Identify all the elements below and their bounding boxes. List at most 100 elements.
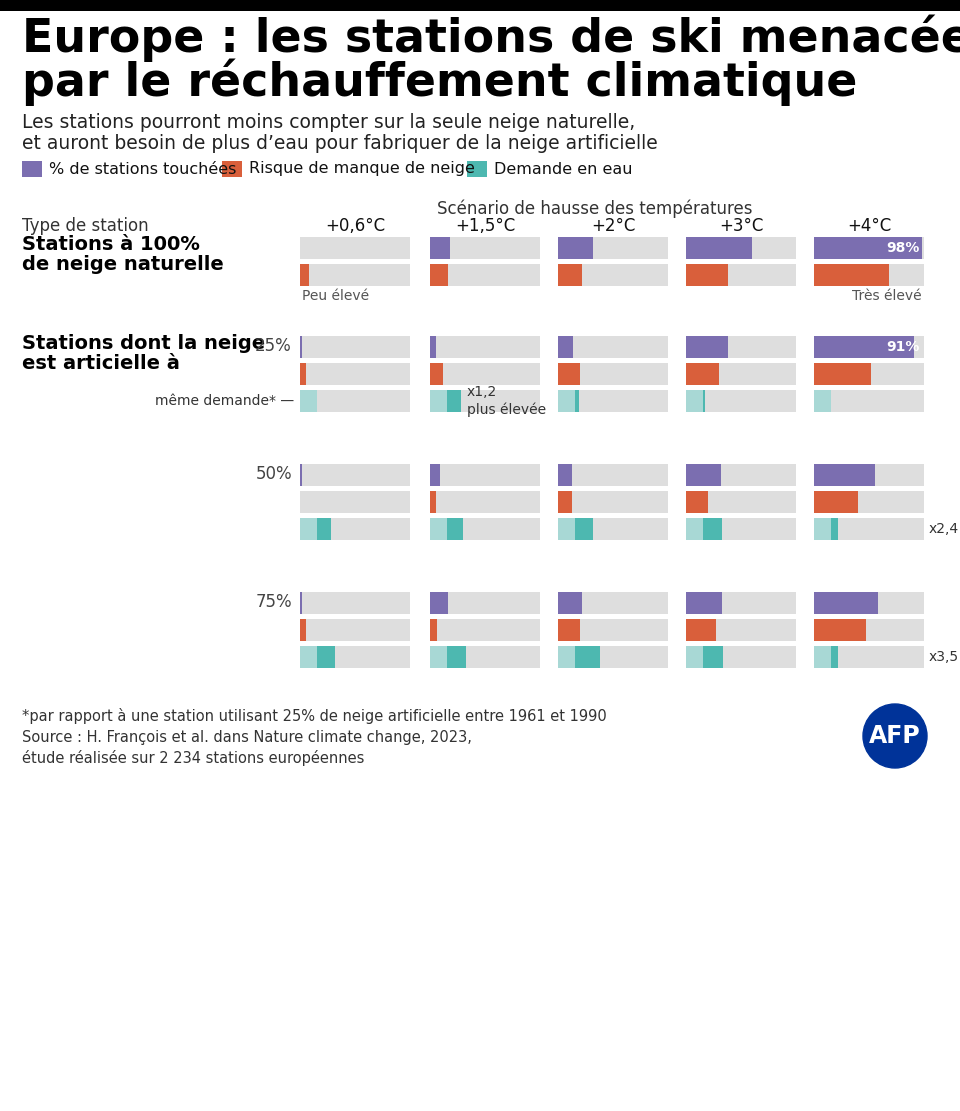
Bar bbox=[686, 518, 796, 540]
Bar bbox=[558, 363, 580, 386]
Bar bbox=[686, 619, 796, 641]
Bar bbox=[686, 619, 716, 641]
Bar bbox=[430, 237, 540, 259]
Bar bbox=[558, 336, 668, 358]
Text: x3,5: x3,5 bbox=[929, 650, 959, 664]
Bar bbox=[558, 264, 582, 286]
Text: Source : H. François et al. dans Nature climate change, 2023,: Source : H. François et al. dans Nature … bbox=[22, 730, 472, 745]
Bar bbox=[574, 390, 579, 412]
Bar bbox=[814, 464, 875, 486]
Bar bbox=[686, 645, 703, 668]
Bar bbox=[446, 518, 463, 540]
Bar bbox=[814, 592, 924, 614]
Bar bbox=[430, 645, 540, 668]
Bar bbox=[686, 363, 719, 386]
Bar bbox=[300, 464, 410, 486]
Bar bbox=[703, 645, 724, 668]
Bar bbox=[574, 645, 600, 668]
Text: est articielle à: est articielle à bbox=[22, 354, 180, 373]
Bar bbox=[300, 645, 317, 668]
Bar bbox=[814, 336, 914, 358]
Text: par le réchauffement climatique: par le réchauffement climatique bbox=[22, 59, 857, 107]
Bar bbox=[300, 592, 302, 614]
Bar bbox=[430, 518, 540, 540]
Bar bbox=[430, 237, 450, 259]
Bar bbox=[558, 491, 668, 513]
Bar bbox=[300, 518, 317, 540]
Bar bbox=[300, 363, 410, 386]
Bar bbox=[430, 619, 540, 641]
Bar bbox=[814, 464, 924, 486]
Text: même demande* —: même demande* — bbox=[155, 394, 294, 408]
Bar bbox=[686, 336, 796, 358]
Text: Risque de manque de neige: Risque de manque de neige bbox=[249, 161, 475, 177]
Text: Demande en eau: Demande en eau bbox=[494, 161, 633, 177]
Bar bbox=[686, 264, 796, 286]
Bar bbox=[686, 592, 722, 614]
Bar bbox=[686, 264, 728, 286]
Bar bbox=[430, 264, 540, 286]
Text: Type de station: Type de station bbox=[22, 217, 149, 236]
Bar bbox=[814, 592, 877, 614]
Bar bbox=[814, 363, 924, 386]
Text: étude réalisée sur 2 234 stations européennes: étude réalisée sur 2 234 stations europé… bbox=[22, 750, 365, 765]
Bar bbox=[558, 518, 574, 540]
Bar bbox=[430, 592, 540, 614]
Bar bbox=[300, 592, 410, 614]
Bar bbox=[467, 161, 487, 177]
Bar bbox=[430, 491, 436, 513]
Bar bbox=[814, 390, 924, 412]
Bar bbox=[558, 592, 668, 614]
Bar bbox=[22, 161, 42, 177]
Bar bbox=[300, 336, 410, 358]
Bar bbox=[814, 390, 830, 412]
Bar bbox=[430, 363, 540, 386]
Bar bbox=[703, 390, 705, 412]
Bar bbox=[558, 464, 668, 486]
Bar bbox=[430, 390, 540, 412]
Bar bbox=[814, 363, 872, 386]
Bar bbox=[430, 264, 447, 286]
Text: 91%: 91% bbox=[887, 340, 920, 354]
Bar bbox=[558, 390, 574, 412]
Bar bbox=[300, 491, 410, 513]
Bar bbox=[814, 237, 922, 259]
Bar bbox=[686, 491, 708, 513]
Bar bbox=[430, 390, 446, 412]
Text: Scénario de hausse des températures: Scénario de hausse des températures bbox=[437, 199, 753, 218]
Bar bbox=[814, 518, 830, 540]
Bar bbox=[430, 592, 447, 614]
Bar bbox=[446, 390, 461, 412]
Bar bbox=[430, 645, 446, 668]
Bar bbox=[222, 161, 242, 177]
Circle shape bbox=[863, 704, 927, 768]
Bar bbox=[558, 619, 668, 641]
Bar bbox=[814, 645, 830, 668]
Bar bbox=[814, 619, 924, 641]
Text: +1,5°C: +1,5°C bbox=[455, 217, 516, 236]
Bar bbox=[317, 518, 331, 540]
Text: Très élevé: Très élevé bbox=[852, 289, 922, 303]
Bar bbox=[830, 645, 838, 668]
Bar bbox=[430, 619, 437, 641]
Bar bbox=[300, 264, 410, 286]
Bar bbox=[558, 491, 572, 513]
Text: % de stations touchées: % de stations touchées bbox=[49, 161, 236, 177]
Bar bbox=[814, 491, 858, 513]
Bar bbox=[430, 464, 540, 486]
Text: 98%: 98% bbox=[887, 241, 920, 256]
Text: 75%: 75% bbox=[255, 593, 292, 611]
Bar bbox=[814, 237, 924, 259]
Text: +2°C: +2°C bbox=[590, 217, 636, 236]
Text: Peu élevé: Peu élevé bbox=[302, 289, 370, 303]
Bar bbox=[686, 592, 796, 614]
Bar bbox=[814, 491, 924, 513]
Text: Stations à 100%: Stations à 100% bbox=[22, 236, 200, 254]
Bar bbox=[558, 592, 582, 614]
Bar bbox=[0, 0, 960, 11]
Bar bbox=[300, 619, 410, 641]
Bar bbox=[574, 518, 593, 540]
Bar bbox=[317, 645, 335, 668]
Bar bbox=[558, 264, 668, 286]
Bar bbox=[558, 237, 668, 259]
